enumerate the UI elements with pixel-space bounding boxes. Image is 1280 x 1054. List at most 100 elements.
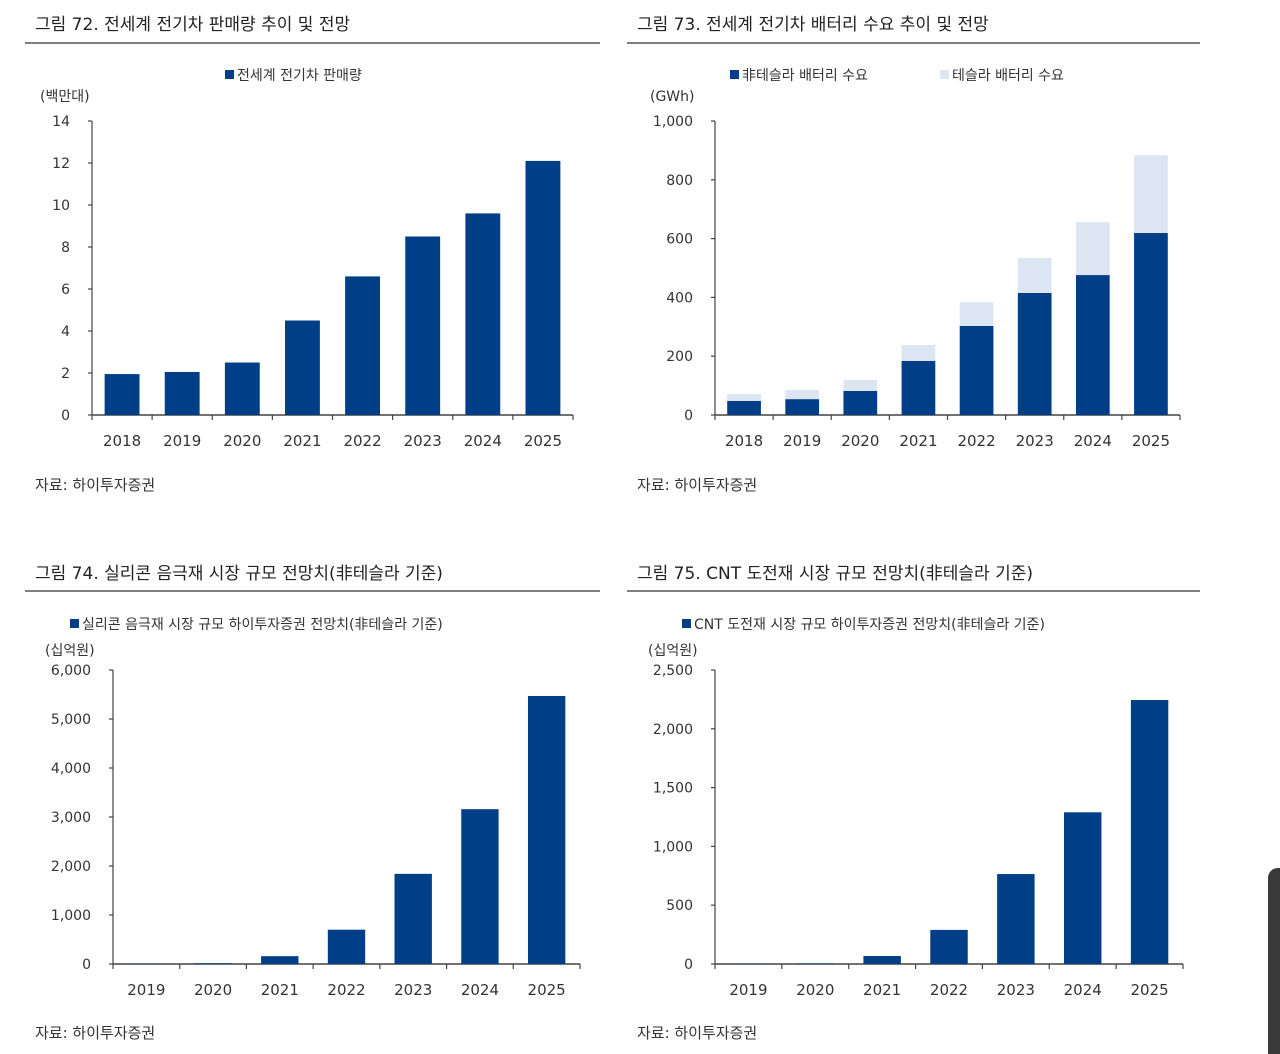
bar-secondary — [1134, 155, 1168, 234]
x-tick-label: 2021 — [283, 432, 321, 450]
bar-primary — [405, 236, 441, 415]
x-tick-label: 2023 — [394, 981, 432, 999]
y-axis-unit: (GWh) — [650, 89, 695, 105]
y-tick-label: 0 — [82, 957, 91, 973]
x-tick-label: 2022 — [957, 432, 995, 450]
scroll-handle[interactable] — [1268, 868, 1280, 1054]
x-tick-label: 2020 — [796, 981, 834, 999]
bar-primary — [863, 956, 901, 964]
bar-primary — [727, 400, 761, 415]
y-tick-label: 10 — [52, 198, 70, 214]
bar-primary — [394, 873, 432, 964]
legend-label: 非테슬라 배터리 수요 — [742, 68, 868, 84]
y-tick-label: 800 — [666, 173, 693, 189]
y-tick-label: 0 — [61, 408, 70, 424]
bar-primary — [796, 963, 835, 964]
y-tick-label: 500 — [666, 898, 693, 914]
bar-primary — [959, 325, 994, 415]
bar-primary — [930, 929, 968, 964]
bar-primary — [785, 399, 820, 415]
x-tick-label: 2020 — [194, 981, 232, 999]
y-tick-label: 200 — [666, 349, 693, 365]
chart-3: 그림 75. CNT 도전재 시장 규모 전망치(非테슬라 기준) CNT 도전재… — [627, 564, 1200, 1042]
y-axis-unit: (백만대) — [40, 89, 90, 105]
x-tick-label: 2022 — [343, 432, 381, 450]
y-tick-label: 2,500 — [653, 663, 693, 679]
source-note: 자료: 하이투자증권 — [35, 476, 155, 494]
x-tick-label: 2020 — [223, 432, 261, 450]
y-tick-label: 1,000 — [653, 839, 693, 855]
legend-swatch — [225, 70, 234, 79]
x-tick-label: 2020 — [841, 432, 879, 450]
y-tick-label: 1,500 — [653, 781, 693, 797]
x-tick-label: 2025 — [524, 432, 562, 450]
legend-swatch — [730, 70, 739, 79]
source-note: 자료: 하이투자증권 — [637, 1024, 757, 1042]
chart-1: 그림 73. 전세계 전기차 배터리 수요 추이 및 전망 非테슬라 배터리 수요… — [627, 15, 1200, 494]
chart-title: 그림 73. 전세계 전기차 배터리 수요 추이 및 전망 — [637, 15, 989, 35]
bar-secondary — [727, 394, 761, 401]
bar-primary — [164, 371, 200, 415]
y-tick-label: 2 — [61, 366, 70, 382]
bar-secondary — [1075, 222, 1110, 276]
bar-secondary — [901, 345, 936, 361]
source-note: 자료: 하이투자증권 — [637, 476, 757, 494]
bar-primary — [1075, 275, 1110, 415]
x-tick-label: 2019 — [729, 981, 767, 999]
bar-primary — [345, 276, 380, 415]
bar-primary — [901, 360, 936, 415]
y-tick-label: 6,000 — [51, 663, 91, 679]
y-tick-label: 6 — [61, 282, 70, 298]
bar-primary — [261, 956, 299, 964]
y-tick-label: 0 — [684, 408, 693, 424]
legend-label: CNT 도전재 시장 규모 하이투자증권 전망치(非테슬라 기준) — [694, 617, 1045, 633]
x-tick-label: 2025 — [528, 981, 566, 999]
y-tick-label: 600 — [666, 232, 693, 248]
bar-secondary — [959, 302, 994, 326]
x-tick-label: 2018 — [725, 432, 763, 450]
bar-primary — [1017, 292, 1052, 415]
chart-2: 그림 74. 실리콘 음극재 시장 규모 전망치(非테슬라 기준) 실리콘 음극재… — [25, 564, 600, 1042]
y-tick-label: 8 — [61, 240, 70, 256]
x-tick-label: 2025 — [1130, 981, 1168, 999]
y-tick-label: 0 — [684, 957, 693, 973]
bar-primary — [104, 374, 140, 415]
x-tick-label: 2021 — [261, 981, 299, 999]
chart-title: 그림 75. CNT 도전재 시장 규모 전망치(非테슬라 기준) — [637, 564, 1033, 584]
y-tick-label: 3,000 — [51, 810, 91, 826]
y-axis-unit: (십억원) — [45, 643, 95, 659]
bar-primary — [843, 390, 878, 415]
bar-primary — [461, 809, 499, 964]
bar-primary — [224, 362, 260, 415]
x-tick-label: 2024 — [464, 432, 502, 450]
y-tick-label: 5,000 — [51, 712, 91, 728]
legend-label: 테슬라 배터리 수요 — [952, 68, 1064, 84]
legend-label: 실리콘 음극재 시장 규모 하이투자증권 전망치(非테슬라 기준) — [82, 617, 443, 633]
x-tick-label: 2022 — [930, 981, 968, 999]
x-tick-label: 2024 — [461, 981, 499, 999]
x-tick-label: 2019 — [163, 432, 201, 450]
legend-swatch — [70, 619, 79, 628]
bar-primary — [1063, 812, 1102, 964]
x-tick-label: 2022 — [327, 981, 365, 999]
x-tick-label: 2023 — [404, 432, 442, 450]
x-tick-label: 2021 — [899, 432, 937, 450]
bar-primary — [1130, 699, 1169, 964]
y-tick-label: 2,000 — [653, 722, 693, 738]
legend-label: 전세계 전기차 판매량 — [237, 68, 362, 84]
x-tick-label: 2018 — [103, 432, 141, 450]
y-tick-label: 14 — [52, 114, 70, 130]
bar-primary — [285, 320, 320, 415]
source-note: 자료: 하이투자증권 — [35, 1024, 155, 1042]
y-tick-label: 4,000 — [51, 761, 91, 777]
chart-title: 그림 72. 전세계 전기차 판매량 추이 및 전망 — [35, 15, 350, 35]
x-tick-label: 2023 — [997, 981, 1035, 999]
y-tick-label: 4 — [61, 324, 70, 340]
bar-primary — [465, 213, 501, 415]
x-tick-label: 2023 — [1016, 432, 1054, 450]
bar-primary — [1134, 233, 1168, 415]
bar-secondary — [1017, 258, 1052, 293]
legend-swatch — [940, 70, 949, 79]
